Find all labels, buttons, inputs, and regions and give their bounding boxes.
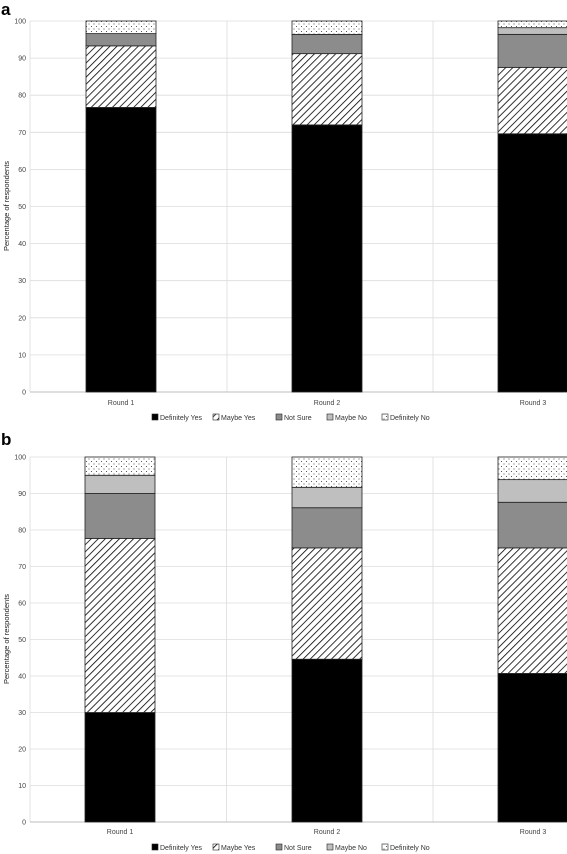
legend-label: Maybe Yes — [221, 845, 256, 852]
bar-segment-maybe_no-1 — [84, 474, 156, 494]
y-tick-label: 50 — [18, 637, 26, 644]
bar-segment-definitely_no-2 — [291, 456, 363, 488]
legend-item-maybe_no: Maybe No — [326, 843, 367, 852]
y-tick-label: 30 — [18, 278, 26, 285]
bar-segment-not_sure-2 — [291, 507, 363, 549]
bar-segment-definitely_yes-1 — [85, 107, 157, 393]
bar-segment-maybe_yes-2 — [291, 53, 363, 126]
bar-segment-maybe_no-3 — [497, 479, 567, 503]
panel-b-letter: b — [1, 430, 11, 449]
legend-item-maybe_yes: Maybe Yes — [212, 413, 256, 422]
legend-item-definitely_no: Definitely No — [381, 413, 430, 422]
legend-label: Maybe Yes — [221, 415, 256, 422]
y-tick-label: 90 — [18, 56, 26, 63]
y-tick-label: 0 — [22, 390, 26, 397]
bar-segment-maybe_yes-1 — [85, 45, 157, 108]
bar-segment-definitely_no-1 — [84, 456, 156, 476]
bar-segment-not_sure-1 — [85, 33, 157, 47]
legend-swatch — [326, 843, 334, 851]
legend-swatch — [381, 413, 389, 421]
y-tick-label: 0 — [22, 820, 26, 827]
legend-swatch — [212, 413, 220, 421]
x-category-label: Round 1 — [107, 829, 134, 836]
legend-item-definitely_yes: Definitely Yes — [151, 413, 203, 422]
legend-swatch — [326, 413, 334, 421]
bar-segment-maybe_yes-3 — [497, 66, 567, 135]
y-tick-label: 100 — [14, 19, 26, 26]
bar-segment-maybe_no-2 — [291, 486, 363, 509]
bar-segment-maybe_yes-3 — [497, 547, 567, 674]
legend-label: Definitely No — [390, 845, 430, 852]
legend-item-not_sure: Not Sure — [275, 413, 312, 422]
panel-a-letter: a — [1, 0, 11, 19]
legend-item-maybe_yes: Maybe Yes — [212, 843, 256, 852]
bar-segment-definitely_yes-3 — [497, 673, 567, 823]
bar-segment-definitely_no-3 — [497, 456, 567, 481]
x-category-label: Round 3 — [520, 400, 547, 407]
legend-item-definitely_yes: Definitely Yes — [151, 843, 203, 852]
y-tick-label: 60 — [18, 167, 26, 174]
y-tick-label: 60 — [18, 601, 26, 608]
panel-a-y-axis-label: Percentage of respondents — [2, 161, 11, 251]
bar-segment-not_sure-3 — [497, 33, 567, 68]
bar-segment-maybe_no-3 — [497, 27, 567, 35]
legend-item-definitely_no: Definitely No — [381, 843, 430, 852]
panel-a: a 0 10 20 30 40 50 60 70 80 90 100 Round 1 Round 2 R… — [1, 0, 567, 422]
y-tick-label: 100 — [14, 455, 26, 462]
y-tick-label: 20 — [18, 747, 26, 754]
legend-label: Not Sure — [284, 845, 312, 852]
y-tick-label: 50 — [18, 204, 26, 211]
legend-swatch — [151, 413, 159, 421]
legend-swatch — [151, 843, 159, 851]
legend-label: Definitely Yes — [160, 415, 203, 422]
bar-segment-definitely_yes-2 — [291, 124, 363, 393]
y-tick-label: 10 — [18, 352, 26, 359]
legend-swatch — [212, 843, 220, 851]
panel-b: b 0 10 20 30 40 50 60 70 80 90 100 Round 1 Round 2 R… — [1, 430, 567, 852]
y-tick-label: 40 — [18, 674, 26, 681]
x-category-label: Round 2 — [314, 829, 341, 836]
y-tick-label: 80 — [18, 93, 26, 100]
bar-segment-definitely_no-3 — [497, 20, 567, 29]
legend-item-maybe_no: Maybe No — [326, 413, 367, 422]
bar-segment-not_sure-3 — [497, 501, 567, 549]
bar-segment-not_sure-2 — [291, 33, 363, 55]
bar-segment-definitely_yes-2 — [291, 658, 363, 823]
legend-swatch — [275, 413, 283, 421]
legend-label: Maybe No — [335, 415, 367, 422]
legend-label: Maybe No — [335, 845, 367, 852]
legend-item-not_sure: Not Sure — [275, 843, 312, 852]
legend-label: Not Sure — [284, 415, 312, 422]
y-tick-label: 80 — [18, 528, 26, 535]
y-tick-label: 70 — [18, 564, 26, 571]
legend-swatch — [275, 843, 283, 851]
bar-segment-not_sure-1 — [84, 493, 156, 539]
x-category-label: Round 1 — [108, 400, 135, 407]
y-tick-label: 20 — [18, 315, 26, 322]
x-category-label: Round 3 — [520, 829, 547, 836]
bar-segment-definitely_no-2 — [291, 20, 363, 35]
bar-segment-maybe_yes-1 — [84, 537, 156, 713]
legend-label: Definitely Yes — [160, 845, 203, 852]
panel-b-y-axis-label: Percentage of respondents — [2, 594, 11, 684]
legend-swatch — [381, 843, 389, 851]
y-tick-label: 40 — [18, 241, 26, 248]
bar-segment-definitely_no-1 — [85, 20, 157, 35]
y-tick-label: 10 — [18, 783, 26, 790]
legend-label: Definitely No — [390, 415, 430, 422]
bar-segment-definitely_yes-1 — [84, 712, 156, 823]
y-tick-label: 30 — [18, 710, 26, 717]
y-tick-label: 90 — [18, 491, 26, 498]
bar-segment-maybe_yes-2 — [291, 547, 363, 660]
y-tick-label: 70 — [18, 130, 26, 137]
bar-segment-definitely_yes-3 — [497, 133, 567, 393]
x-category-label: Round 2 — [314, 400, 341, 407]
